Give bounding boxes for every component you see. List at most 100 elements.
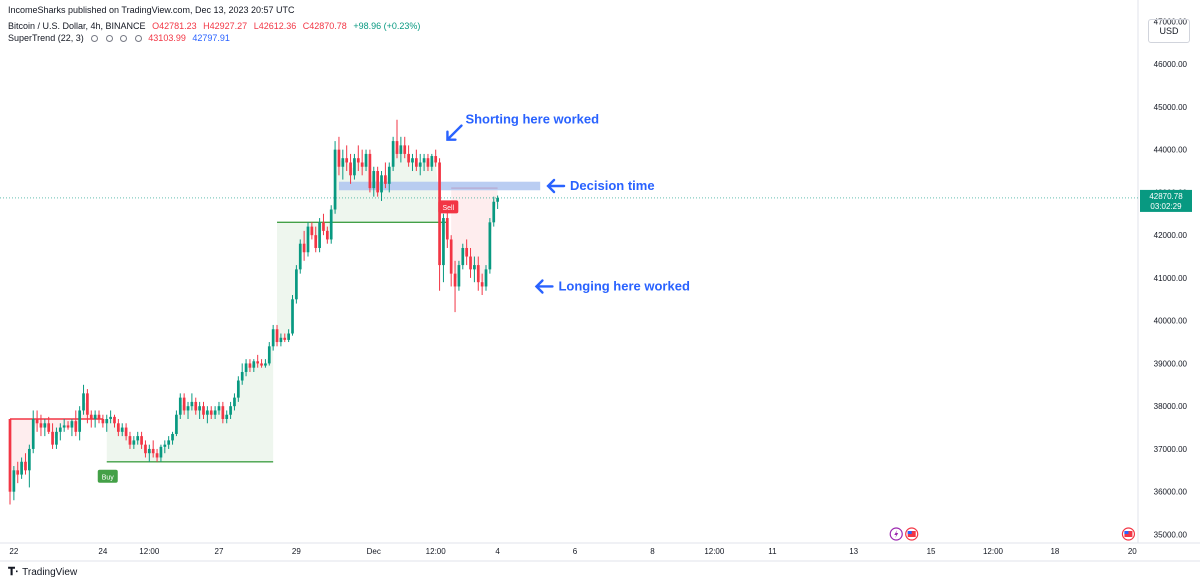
candle — [229, 406, 232, 415]
y-tick-label: 45000.00 — [1154, 103, 1188, 112]
tradingview-logo-icon: 𝐓∙ — [8, 566, 19, 578]
candle — [353, 158, 356, 176]
high-value: H42927.27 — [203, 21, 248, 31]
candle — [240, 371, 244, 381]
buy-signal-badge — [97, 469, 118, 483]
candle — [349, 162, 352, 176]
candle — [163, 444, 167, 447]
option-circle-icon — [91, 35, 99, 43]
symbol-legend[interactable]: Bitcoin / U.S. Dollar, 4h, BINANCE O4278… — [8, 21, 424, 31]
x-tick-label: Dec — [367, 547, 381, 556]
x-tick-label: 20 — [1128, 547, 1137, 556]
candle — [8, 419, 12, 492]
change-value: +98.96 (+0.23%) — [353, 21, 421, 31]
x-tick-label: 29 — [292, 547, 301, 556]
y-tick-label: 39000.00 — [1154, 359, 1188, 368]
candle — [186, 406, 190, 411]
candle — [341, 158, 345, 167]
y-tick-label: 42000.00 — [1154, 231, 1188, 240]
candle — [155, 453, 159, 458]
x-tick-label: 18 — [1050, 547, 1059, 556]
candle — [225, 414, 229, 420]
sell-signal-label: Sell — [442, 205, 454, 212]
candle — [492, 201, 496, 223]
candle — [283, 337, 287, 340]
candle — [395, 141, 399, 154]
candle — [376, 171, 380, 193]
option-circle-icon — [120, 35, 128, 43]
candle — [372, 171, 376, 189]
candle — [461, 247, 465, 266]
supertrend-fill — [451, 188, 498, 285]
y-tick-label: 44000.00 — [1154, 146, 1188, 155]
candle — [178, 397, 182, 415]
candle — [190, 401, 194, 407]
candle — [384, 175, 387, 184]
indicator-upper-value: 43103.99 — [148, 33, 186, 43]
indicator-lower-value: 42797.91 — [192, 33, 230, 43]
candle — [426, 158, 430, 167]
footer-brand[interactable]: 𝐓∙ TradingView — [8, 566, 77, 579]
candle — [302, 243, 306, 253]
candle — [442, 218, 445, 266]
candle — [271, 329, 275, 347]
candle — [264, 363, 267, 366]
x-tick-label: 8 — [650, 547, 655, 556]
candle — [109, 416, 112, 420]
candle — [473, 265, 476, 270]
candle — [310, 226, 314, 236]
candle — [333, 149, 337, 210]
candle — [221, 406, 225, 420]
candle — [387, 166, 391, 184]
candle — [58, 427, 62, 432]
candle — [144, 444, 147, 454]
candle — [244, 363, 248, 372]
candle — [47, 423, 51, 432]
candle — [457, 265, 461, 287]
x-tick-label: 6 — [573, 547, 578, 556]
candle — [306, 226, 310, 253]
candle — [430, 156, 434, 167]
x-tick-label: 27 — [215, 547, 224, 556]
y-tick-label: 36000.00 — [1154, 488, 1188, 497]
candle — [89, 414, 93, 420]
annotation-arrow-icon — [534, 279, 554, 294]
sell-signal-badge — [438, 200, 459, 214]
candle — [43, 423, 47, 428]
candle — [97, 414, 101, 420]
us-flag-canton — [1124, 531, 1129, 534]
y-tick-label: 35000.00 — [1154, 530, 1188, 539]
publisher-line: IncomeSharks published on TradingView.co… — [8, 5, 295, 15]
candle — [418, 162, 422, 167]
candle — [465, 247, 469, 257]
candle — [453, 273, 457, 287]
us-flag-canton — [907, 531, 912, 534]
candle — [194, 401, 198, 411]
currency-button[interactable]: USD — [1148, 19, 1190, 43]
candle — [213, 410, 217, 415]
candle — [31, 419, 35, 449]
candle — [236, 380, 240, 398]
candle — [206, 410, 209, 415]
indicator-legend[interactable]: SuperTrend (22, 3) 43103.99 42797.91 — [8, 33, 234, 43]
candle — [132, 440, 136, 445]
candle — [469, 256, 472, 270]
x-tick-label: 4 — [495, 547, 500, 556]
candle — [368, 153, 372, 189]
candle — [360, 162, 364, 167]
candle — [35, 419, 39, 424]
last-price-label: 42870.78 — [1149, 192, 1183, 201]
candle — [120, 427, 124, 432]
x-tick-label: 22 — [9, 547, 18, 556]
candle — [151, 448, 155, 454]
candle — [140, 436, 143, 445]
candle — [256, 361, 260, 364]
x-tick-label: 24 — [98, 547, 107, 556]
candle — [24, 461, 27, 471]
last-price-tag — [1140, 189, 1192, 212]
candle — [202, 406, 205, 415]
candle — [279, 337, 283, 343]
candle — [399, 145, 403, 154]
